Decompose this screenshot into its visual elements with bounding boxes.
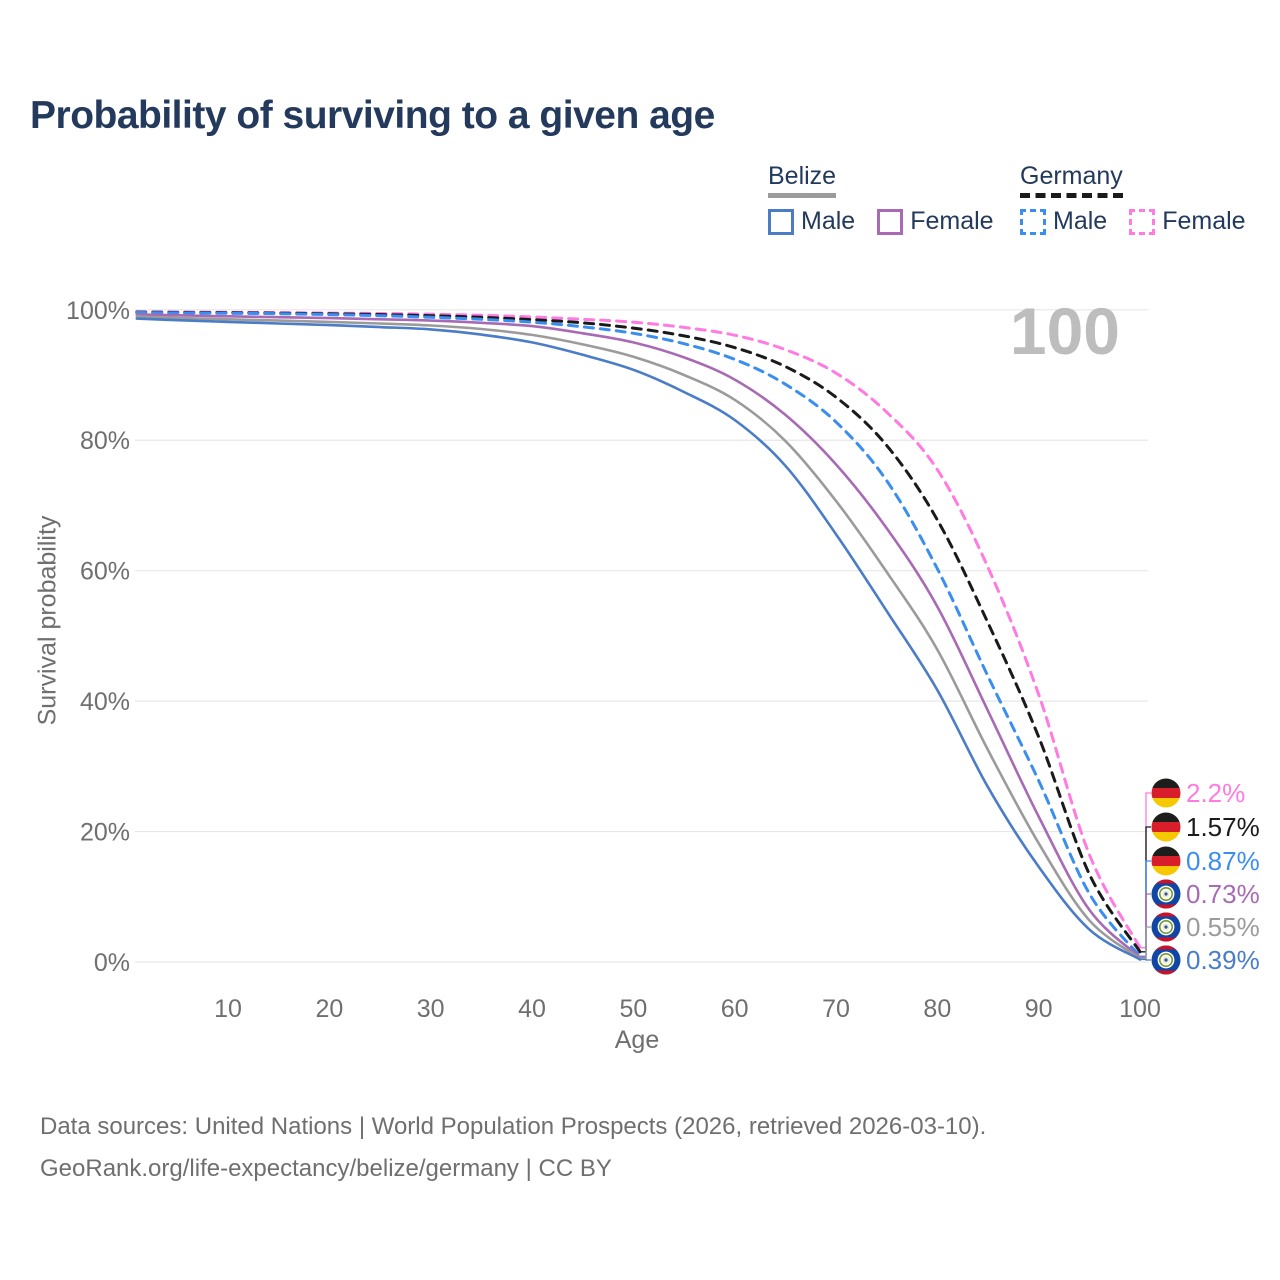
series-line-germany-both-sexes xyxy=(135,310,1142,954)
legend-items: Male Female xyxy=(768,207,1016,236)
legend-country-germany: Germany xyxy=(1020,162,1123,198)
x-tick-label: 60 xyxy=(721,995,749,1023)
end-label-value: 0.39% xyxy=(1186,944,1260,975)
legend-country-belize: Belize xyxy=(768,162,837,198)
x-axis-title: Age xyxy=(614,1026,660,1054)
footer: Data sources: United Nations | World Pop… xyxy=(40,1106,986,1190)
germany-flag-icon xyxy=(1151,778,1181,808)
legend-item-belize-male[interactable]: Male xyxy=(768,207,877,236)
end-label-connector xyxy=(1140,958,1151,961)
legend-item-label: Male xyxy=(1053,207,1108,235)
x-tick-label: 70 xyxy=(822,995,850,1023)
legend-swatch[interactable] xyxy=(1129,208,1156,235)
x-tick-label: 10 xyxy=(214,995,242,1023)
x-tick-label: 90 xyxy=(1025,995,1053,1023)
belize-flag-icon xyxy=(1151,879,1181,909)
end-label-value: 1.57% xyxy=(1186,811,1260,842)
series-line-belize-both-sexes xyxy=(135,315,1142,960)
belize-flag-icon xyxy=(1151,912,1181,942)
x-tick-label: 100 xyxy=(1119,995,1161,1023)
germany-flag-icon xyxy=(1151,846,1181,876)
footer-sources: Data sources: United Nations | World Pop… xyxy=(40,1113,987,1140)
page-title: Probability of surviving to a given age xyxy=(30,94,715,137)
end-label-connector xyxy=(1140,926,1151,960)
y-tick-label: 100% xyxy=(66,297,130,325)
end-label-value: 2.2% xyxy=(1186,777,1246,808)
x-tick-label: 80 xyxy=(923,995,951,1023)
y-tick-label: 40% xyxy=(80,688,130,716)
series-line-germany-female xyxy=(135,310,1142,950)
legend-item-label: Female xyxy=(910,207,994,235)
legend-swatch[interactable] xyxy=(877,208,904,235)
legend-item-label: Male xyxy=(801,207,856,235)
y-tick-label: 20% xyxy=(80,819,130,847)
x-tick-label: 30 xyxy=(417,995,445,1023)
y-tick-label: 0% xyxy=(94,949,130,977)
y-tick-label: 60% xyxy=(80,558,130,586)
legend-item-germany-female[interactable]: Female xyxy=(1129,207,1267,236)
end-label-germany-female: 2.2% xyxy=(1151,777,1245,809)
end-label-belize-female: 0.73% xyxy=(1151,878,1260,910)
germany-flag-icon xyxy=(1151,812,1181,842)
y-tick-label: 80% xyxy=(80,427,130,455)
belize-flag-icon xyxy=(1151,945,1181,975)
x-tick-label: 50 xyxy=(619,995,647,1023)
series-line-germany-male xyxy=(135,311,1142,958)
legend-item-belize-female[interactable]: Female xyxy=(877,207,1015,236)
footer-attribution: GeoRank.org/life-expectancy/belize/germa… xyxy=(40,1155,612,1182)
legend-swatch[interactable] xyxy=(768,208,794,235)
end-label-value: 0.55% xyxy=(1186,911,1260,942)
end-label-value: 0.87% xyxy=(1186,845,1260,876)
legend-items: Male Female xyxy=(1020,207,1268,236)
end-label-germany-both-sexes: 1.57% xyxy=(1151,811,1260,843)
y-axis-title: Survival probability xyxy=(33,515,62,726)
age-counter-watermark: 100 xyxy=(1009,294,1120,368)
legend-group-belize: Belize Male Female xyxy=(768,162,1016,236)
series-line-belize-male xyxy=(135,317,1142,961)
legend-item-label: Female xyxy=(1162,207,1246,235)
legend-swatch[interactable] xyxy=(1020,208,1046,235)
x-tick-label: 20 xyxy=(315,995,343,1023)
end-label-germany-male: 0.87% xyxy=(1151,845,1260,877)
end-label-value: 0.73% xyxy=(1186,878,1260,909)
x-tick-label: 40 xyxy=(518,995,546,1023)
end-label-belize-male: 0.39% xyxy=(1151,944,1260,976)
series-line-belize-female xyxy=(135,313,1142,959)
legend-group-germany: Germany Male Female xyxy=(1020,162,1268,236)
legend-item-germany-male[interactable]: Male xyxy=(1020,207,1129,236)
end-label-connector xyxy=(1140,893,1151,958)
end-label-belize-both-sexes: 0.55% xyxy=(1151,911,1260,943)
